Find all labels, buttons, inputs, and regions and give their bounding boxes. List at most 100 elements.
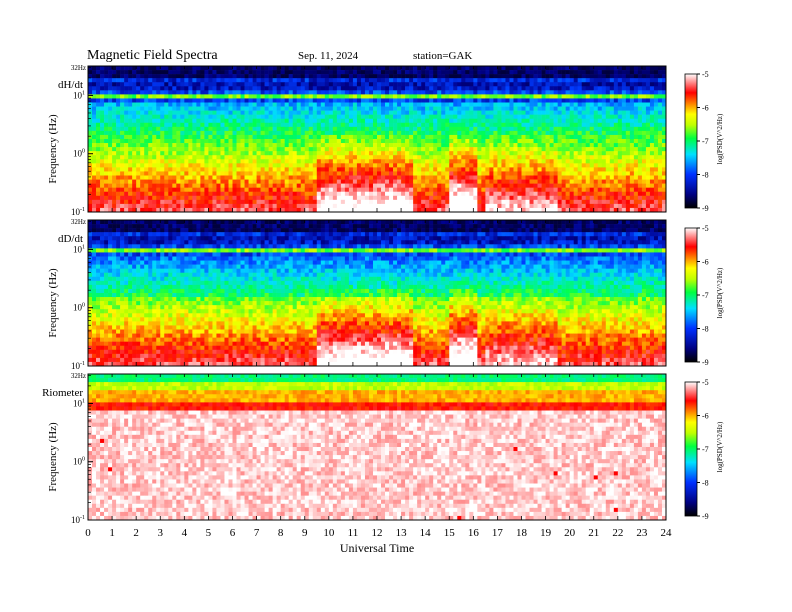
heatmap-cell <box>260 90 265 95</box>
heatmap-cell <box>292 82 298 87</box>
heatmap-cell <box>360 106 366 111</box>
heatmap-cell <box>340 175 346 180</box>
heatmap-cell <box>525 143 530 148</box>
heatmap-cell <box>288 78 293 83</box>
heatmap-cell <box>284 179 289 184</box>
heatmap-cell <box>120 187 125 193</box>
heatmap-cell <box>304 191 310 197</box>
heatmap-cell <box>244 191 249 197</box>
heatmap-cell <box>264 106 269 111</box>
heatmap-cell <box>633 167 639 172</box>
heatmap-cell <box>425 139 430 144</box>
heatmap-cell <box>176 183 181 188</box>
heatmap-cell <box>461 175 466 180</box>
heatmap-cell <box>617 118 623 124</box>
heatmap-cell <box>304 126 310 132</box>
heatmap-cell <box>316 114 322 120</box>
heatmap-cell <box>457 66 462 71</box>
heatmap-cell <box>549 191 554 197</box>
heatmap-cell <box>621 199 627 205</box>
heatmap-cell <box>581 155 587 160</box>
heatmap-cell <box>260 163 265 168</box>
heatmap-cell <box>413 110 418 115</box>
heatmap-cell <box>352 163 358 168</box>
heatmap-cell <box>497 134 502 140</box>
heatmap-cell <box>429 110 434 115</box>
heatmap-cell <box>332 126 338 132</box>
heatmap-cell <box>300 167 306 172</box>
heatmap-cell <box>192 155 197 160</box>
heatmap-cell <box>585 175 591 180</box>
heatmap-cell <box>561 155 566 160</box>
heatmap-cell <box>216 122 221 128</box>
heatmap-cell <box>100 175 105 180</box>
heatmap-cell <box>437 98 442 103</box>
heatmap-cell <box>509 167 514 172</box>
heatmap-cell <box>208 155 213 160</box>
heatmap-cell <box>196 151 201 156</box>
heatmap-cell <box>196 110 201 115</box>
heatmap-cell <box>300 195 306 201</box>
heatmap-cell <box>421 147 426 152</box>
heatmap-cell <box>449 195 454 201</box>
heatmap-cell <box>601 94 607 99</box>
heatmap-cell <box>641 179 647 184</box>
heatmap-cell <box>336 118 342 124</box>
heatmap-cell <box>481 126 486 132</box>
heatmap-cell <box>264 130 269 136</box>
heatmap-cell <box>356 110 362 115</box>
heatmap-cell <box>332 110 338 115</box>
heatmap-cell <box>292 66 298 71</box>
heatmap-cell <box>429 199 434 205</box>
heatmap-cell <box>409 66 414 71</box>
heatmap-cell <box>457 151 462 156</box>
heatmap-cell <box>232 90 237 95</box>
heatmap-cell <box>533 98 538 103</box>
heatmap-cell <box>621 66 627 71</box>
heatmap-cell <box>457 78 462 83</box>
heatmap-cell <box>481 122 486 128</box>
heatmap-cell <box>633 70 639 75</box>
heatmap-cell <box>188 90 193 95</box>
heatmap-cell <box>445 126 450 132</box>
heatmap-cell <box>397 118 402 124</box>
heatmap-cell <box>469 78 474 83</box>
heatmap-cell <box>537 102 542 107</box>
heatmap-cell <box>521 183 526 188</box>
heatmap-cell <box>240 171 245 176</box>
heatmap-cell <box>533 114 538 120</box>
heatmap-cell <box>477 122 482 128</box>
heatmap-cell <box>92 143 97 148</box>
heatmap-cell <box>493 110 498 115</box>
heatmap-cell <box>176 78 181 83</box>
heatmap-cell <box>196 134 201 140</box>
heatmap-cell <box>565 118 570 124</box>
heatmap-cell <box>168 175 173 180</box>
heatmap-cell <box>461 90 466 95</box>
heatmap-cell <box>268 187 273 193</box>
heatmap-cell <box>252 66 257 71</box>
heatmap-cell <box>248 187 253 193</box>
heatmap-cell <box>593 90 599 95</box>
heatmap-cell <box>316 82 322 87</box>
heatmap-cell <box>168 179 173 184</box>
heatmap-cell <box>453 167 458 172</box>
heatmap-cell <box>136 151 141 156</box>
heatmap-cell <box>316 143 322 148</box>
heatmap-cell <box>260 175 265 180</box>
heatmap-cell <box>545 86 550 91</box>
heatmap-cell <box>88 171 93 176</box>
heatmap-cell <box>653 126 659 132</box>
heatmap-cell <box>128 179 133 184</box>
heatmap-cell <box>389 171 394 176</box>
heatmap-cell <box>332 151 338 156</box>
heatmap-cell <box>593 179 599 184</box>
heatmap-cell <box>629 102 635 107</box>
heatmap-cell <box>344 167 350 172</box>
heatmap-cell <box>433 118 438 124</box>
heatmap-cell <box>401 134 406 140</box>
heatmap-cell <box>421 183 426 188</box>
heatmap-cell <box>248 203 253 209</box>
heatmap-cell <box>437 130 442 136</box>
heatmap-cell <box>581 126 587 132</box>
